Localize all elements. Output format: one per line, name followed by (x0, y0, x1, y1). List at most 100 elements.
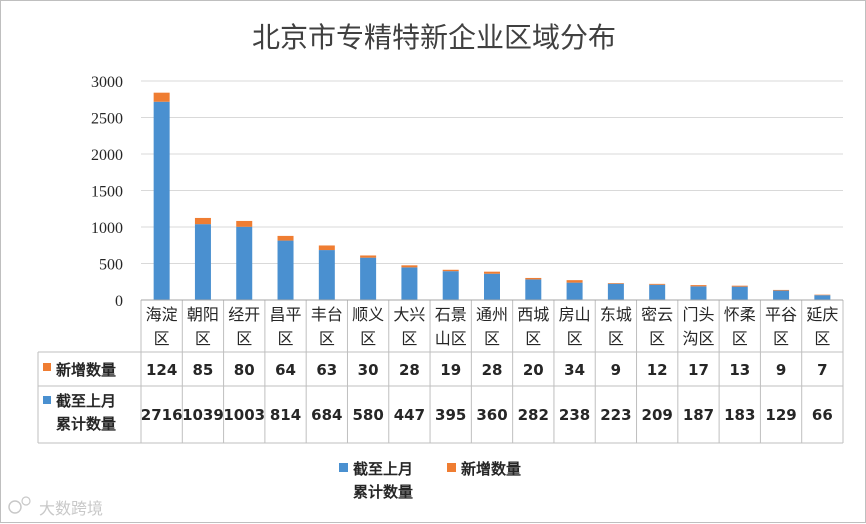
bar-new (814, 294, 831, 296)
category-label-line1: 平谷 (765, 305, 797, 324)
bar-cumulative (401, 267, 418, 300)
bar-cumulative (814, 295, 831, 300)
category-label-line2: 区 (814, 329, 830, 348)
table-cell-new: 12 (647, 361, 668, 379)
category-label-line2: 区 (154, 329, 170, 348)
category-label-line2: 区 (236, 329, 252, 348)
bar-cumulative (318, 250, 335, 300)
bar-cumulative (731, 286, 748, 300)
chart-title: 北京市专精特新企业区域分布 (252, 21, 616, 54)
category-label-line1: 顺义 (352, 305, 384, 324)
bar-cumulative (566, 282, 583, 300)
bar-new (401, 265, 418, 268)
row-legend-key-new (43, 363, 51, 371)
bar-new (773, 289, 790, 291)
watermark-logo-icon (8, 500, 22, 514)
table-cell-new: 85 (193, 361, 214, 379)
table-cell-new: 34 (564, 361, 585, 379)
y-tick-label: 500 (99, 257, 123, 274)
category-label-line2: 区 (360, 329, 376, 348)
legend-key-new (447, 463, 456, 472)
category-label-line1: 门头 (682, 305, 714, 324)
y-tick-label: 2000 (91, 147, 123, 164)
y-tick-label: 1500 (91, 184, 123, 201)
category-label-line1: 西城 (517, 305, 549, 324)
table-cell-cumulative: 282 (518, 406, 549, 424)
bar-new (194, 217, 211, 225)
bar-new (442, 269, 459, 272)
category-label-line1: 通州 (476, 305, 508, 324)
table-cell-new: 28 (399, 361, 420, 379)
table-cell-new: 124 (146, 361, 177, 379)
bar-cumulative (236, 226, 253, 300)
row-legend-key-cumulative (43, 396, 51, 404)
table-cell-cumulative: 183 (724, 406, 755, 424)
table-cell-cumulative: 447 (394, 406, 425, 424)
table-cell-cumulative: 1039 (182, 406, 224, 424)
y-tick-label: 3000 (91, 74, 123, 91)
table-cell-new: 20 (523, 361, 544, 379)
category-label-line2: 区 (319, 329, 335, 348)
category-label-line1: 经开 (228, 305, 260, 324)
bar-new (731, 285, 748, 287)
table-cell-cumulative: 129 (765, 406, 796, 424)
row-header-cumulative-line1: 截至上月 (56, 392, 116, 410)
category-label-line2: 区 (773, 329, 789, 348)
table-cell-new: 9 (611, 361, 621, 379)
legend-label-cumulative-line2: 累计数量 (353, 483, 413, 501)
category-label-line2: 沟区 (682, 329, 714, 348)
table-cell-new: 64 (275, 361, 296, 379)
bar-cumulative (153, 101, 170, 301)
category-label-line1: 海淀 (146, 305, 178, 324)
row-header-cumulative-line2: 累计数量 (56, 415, 116, 433)
bar-new (566, 280, 583, 283)
bar-new (153, 92, 170, 102)
category-label-line2: 区 (195, 329, 211, 348)
category-label-line2: 区 (401, 329, 417, 348)
bar-cumulative (484, 273, 500, 300)
category-label-line2: 区 (278, 329, 294, 348)
bar-new (277, 235, 294, 241)
category-label-line1: 大兴 (393, 305, 425, 324)
category-label-line1: 昌平 (270, 305, 302, 324)
y-tick-label: 2500 (91, 111, 123, 128)
bar-new (690, 285, 707, 287)
category-label-line2: 区 (608, 329, 624, 348)
bar-cumulative (277, 240, 294, 300)
bar-cumulative (607, 283, 624, 300)
row-header-new: 新增数量 (56, 361, 116, 379)
bar-new (236, 220, 253, 227)
table-cell-cumulative: 238 (559, 406, 590, 424)
bar-cumulative (649, 284, 666, 300)
bar-new (525, 277, 542, 280)
table-cell-new: 13 (729, 361, 750, 379)
category-label-line1: 石景 (435, 305, 467, 324)
category-label-line2: 区 (567, 329, 583, 348)
bar-new (360, 255, 377, 258)
table-cell-new: 28 (482, 361, 503, 379)
y-tick-label: 1000 (91, 220, 123, 237)
table-cell-cumulative: 580 (352, 406, 383, 424)
bar-cumulative (194, 224, 211, 300)
bar-cumulative (525, 279, 542, 300)
legend-label-new: 新增数量 (461, 460, 521, 478)
category-label-line1: 丰台 (311, 305, 343, 324)
bar-new (484, 271, 500, 274)
legend-key-cumulative (339, 463, 348, 472)
category-label-line1: 房山 (559, 305, 591, 324)
table-cell-cumulative: 395 (435, 406, 466, 424)
table-cell-cumulative: 360 (476, 406, 507, 424)
category-label-line1: 密云 (641, 305, 673, 324)
bar-cumulative (360, 257, 377, 300)
bar-new (318, 245, 335, 251)
category-label-line2: 区 (525, 329, 541, 348)
table-cell-new: 17 (688, 361, 709, 379)
table-cell-cumulative: 223 (600, 406, 631, 424)
legend-label-cumulative-line1: 截至上月 (353, 460, 413, 478)
y-tick-label: 0 (115, 293, 123, 310)
watermark-logo-icon (21, 496, 31, 506)
category-label-line1: 东城 (600, 305, 632, 324)
table-cell-cumulative: 187 (683, 406, 714, 424)
table-cell-new: 9 (776, 361, 786, 379)
